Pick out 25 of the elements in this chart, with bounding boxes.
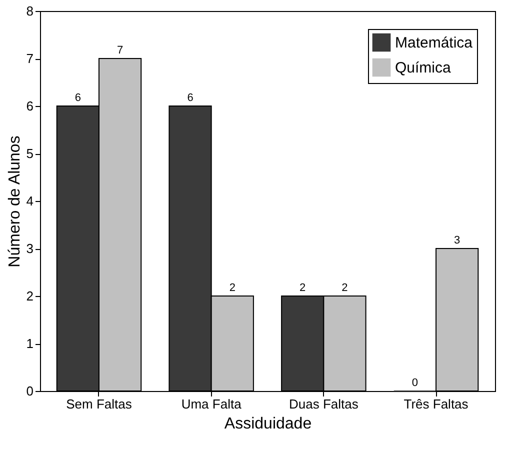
y-tick-label: 2 — [26, 288, 34, 304]
data-label: 3 — [454, 234, 460, 246]
y-tick-label: 4 — [26, 194, 34, 208]
legend-label: Matemática — [395, 34, 474, 52]
data-label: 2 — [300, 282, 306, 294]
x-tick-label: Uma Falta — [181, 396, 242, 412]
x-tick-label: Duas Faltas — [288, 396, 359, 412]
y-tick-label: 0 — [26, 384, 34, 398]
y-tick-label: 8 — [26, 4, 34, 18]
y-tick-label: 1 — [26, 336, 34, 351]
y-tick-label: 5 — [26, 146, 34, 161]
data-label: 6 — [74, 92, 81, 104]
data-label: 7 — [116, 44, 124, 56]
data-label: 6 — [187, 92, 194, 104]
x-axis-title: Assiduidade — [224, 416, 312, 432]
x-tick-label: Três Faltas — [404, 396, 469, 412]
data-label: 0 — [412, 377, 418, 389]
y-tick-label: 6 — [26, 98, 34, 114]
y-tick-label: 3 — [26, 241, 34, 256]
legend-label: Química — [395, 60, 452, 76]
data-label: 2 — [229, 282, 236, 294]
x-tick-label: Sem Faltas — [66, 396, 132, 412]
y-tick-label: 7 — [26, 51, 34, 66]
y-axis-title: Número de Alunos — [6, 136, 24, 268]
data-label: 2 — [342, 282, 348, 294]
